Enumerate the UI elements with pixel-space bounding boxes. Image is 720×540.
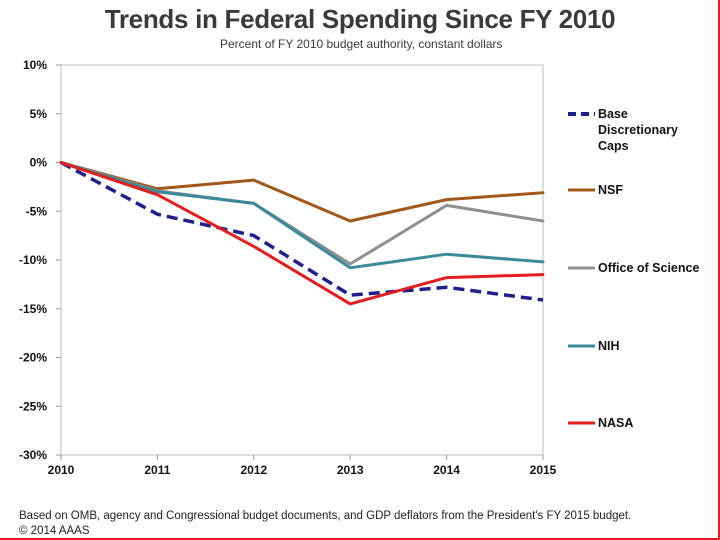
legend-label-nih: NIH [598,339,620,353]
x-tick-label: 2011 [144,463,170,477]
y-tick-label: -20% [19,351,47,365]
series-line-nih [59,161,545,270]
copyright-note: © 2014 AAAS [19,525,90,537]
y-tick-label: 0% [30,156,48,170]
y-tick-label: -10% [19,253,47,267]
y-tick-label: -5% [26,204,48,218]
x-tick-label: 2015 [530,463,557,477]
frame-edge-bottom [0,538,720,540]
legend-label-base-discretionary-caps: Caps [598,139,629,153]
y-tick-label: -15% [19,302,47,316]
source-note: Based on OMB, agency and Congressional b… [19,510,632,522]
y-tick-label: 5% [30,107,48,121]
legend-label-base-discretionary-caps: Discretionary [598,123,678,137]
x-tick-label: 2013 [337,463,364,477]
x-tick-label: 2010 [48,463,75,477]
legend-label-nasa: NASA [598,416,633,430]
legend-label-office-of-science: Office of Science [598,261,699,275]
series-line-nsf [59,161,545,223]
plot-area [60,64,544,456]
x-tick-label: 2012 [240,463,267,477]
chart-subtitle: Percent of FY 2010 budget authority, con… [220,37,503,51]
chart-title: Trends in Federal Spending Since FY 2010 [104,4,616,34]
x-tick-label: 2014 [433,463,460,477]
y-tick-label: -25% [19,399,47,413]
y-tick-label: -30% [19,448,47,462]
legend-label-base-discretionary-caps: Base [598,107,628,121]
y-tick-label: 10% [23,58,47,72]
legend-label-nsf: NSF [598,183,623,197]
series-line-base-discretionary-caps [60,160,544,302]
series-line-nasa [59,161,545,306]
frame-edge-right [718,0,720,540]
chart-footer: Based on OMB, agency and Congressional b… [19,509,631,539]
series-line-office-of-science [59,161,545,266]
